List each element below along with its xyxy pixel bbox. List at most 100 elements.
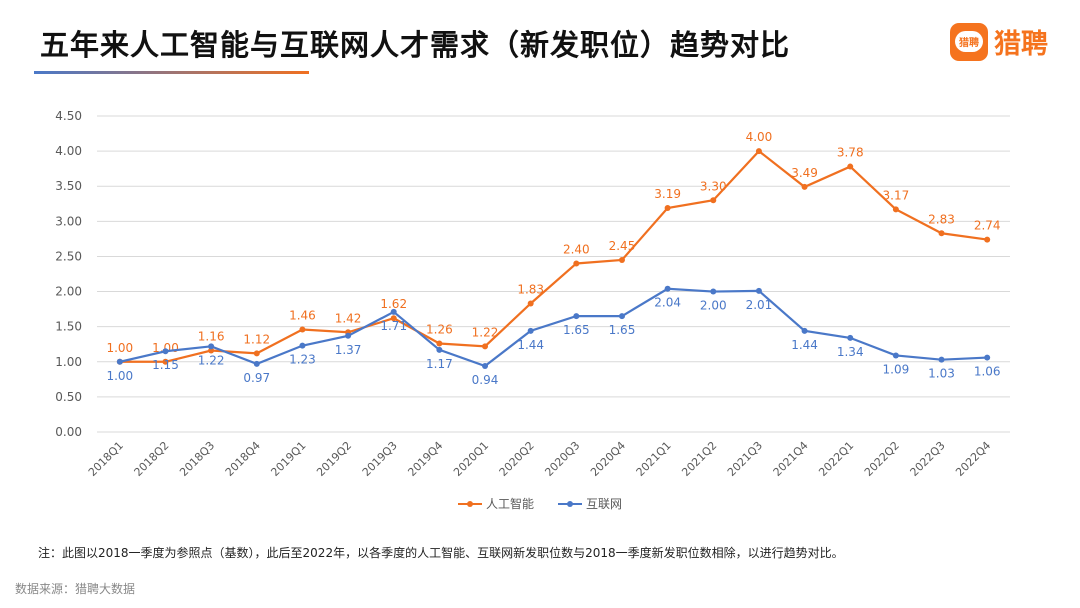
logo-icon: 猎聘 bbox=[950, 22, 988, 61]
x-tick-label: 2020Q4 bbox=[588, 439, 628, 479]
data-source: 数据来源：猎聘大数据 bbox=[15, 582, 136, 596]
y-tick-label: 0.00 bbox=[55, 425, 82, 439]
x-tick-label: 2021Q1 bbox=[634, 439, 674, 479]
x-tick-label: 2019Q3 bbox=[360, 439, 400, 479]
data-point bbox=[710, 197, 717, 204]
data-label: 3.17 bbox=[883, 188, 910, 202]
y-tick-label: 3.50 bbox=[55, 179, 82, 193]
chart-note: 注：此图以2018一季度为参照点（基数），此后至2022年，以各季度的人工智能、… bbox=[38, 546, 844, 560]
x-tick-label: 2022Q3 bbox=[908, 439, 948, 479]
data-label: 1.65 bbox=[609, 323, 636, 337]
data-label: 3.78 bbox=[837, 146, 864, 160]
data-point bbox=[162, 348, 169, 355]
data-point bbox=[436, 346, 443, 353]
data-point bbox=[573, 313, 580, 320]
data-label: 1.23 bbox=[289, 353, 316, 367]
data-label: 1.15 bbox=[152, 358, 179, 372]
data-label: 1.44 bbox=[791, 338, 818, 352]
data-point bbox=[482, 343, 489, 350]
x-tick-label: 2020Q1 bbox=[451, 439, 491, 479]
data-point bbox=[162, 358, 169, 365]
data-point bbox=[299, 342, 306, 349]
x-tick-label: 2021Q3 bbox=[725, 439, 765, 479]
y-tick-label: 0.50 bbox=[55, 390, 82, 404]
data-label: 1.44 bbox=[517, 338, 544, 352]
data-label: 1.22 bbox=[472, 325, 499, 339]
title-underline bbox=[34, 71, 309, 74]
y-tick-label: 2.00 bbox=[55, 285, 82, 299]
x-tick-label: 2020Q3 bbox=[542, 439, 582, 479]
data-point bbox=[892, 352, 899, 359]
page-title: 五年来人工智能与互联网人才需求（新发职位）趋势对比 bbox=[40, 28, 791, 62]
legend-label: 互联网 bbox=[586, 497, 622, 511]
data-label: 1.12 bbox=[243, 332, 270, 346]
data-label: 1.03 bbox=[928, 367, 955, 381]
data-label: 1.46 bbox=[289, 308, 316, 322]
data-point bbox=[116, 358, 123, 365]
data-point bbox=[482, 362, 489, 369]
y-tick-label: 1.00 bbox=[55, 355, 82, 369]
data-point bbox=[618, 313, 625, 320]
legend-label: 人工智能 bbox=[486, 496, 534, 511]
data-point bbox=[390, 315, 397, 322]
legend-marker bbox=[567, 501, 573, 507]
data-label: 1.00 bbox=[106, 341, 133, 355]
data-label: 1.17 bbox=[426, 357, 453, 371]
x-tick-label: 2019Q2 bbox=[314, 439, 354, 479]
data-point bbox=[253, 350, 260, 357]
data-label: 1.09 bbox=[883, 362, 910, 376]
data-label: 4.00 bbox=[746, 130, 773, 144]
data-point bbox=[573, 260, 580, 267]
x-tick-label: 2022Q2 bbox=[862, 439, 902, 479]
data-point bbox=[208, 347, 215, 354]
x-tick-label: 2019Q4 bbox=[405, 439, 445, 479]
data-point bbox=[299, 326, 306, 333]
data-point bbox=[938, 356, 945, 363]
data-point bbox=[390, 308, 397, 315]
y-tick-label: 2.50 bbox=[55, 249, 82, 263]
x-tick-label: 2022Q1 bbox=[816, 439, 856, 479]
data-label: 3.49 bbox=[791, 166, 818, 180]
x-tick-label: 2020Q2 bbox=[497, 439, 537, 479]
data-label: 2.83 bbox=[928, 212, 955, 226]
data-label: 1.26 bbox=[426, 323, 453, 337]
data-point bbox=[938, 230, 945, 237]
legend-marker bbox=[467, 501, 473, 507]
data-label: 2.40 bbox=[563, 242, 590, 256]
y-tick-label: 4.50 bbox=[55, 109, 82, 123]
data-point bbox=[664, 285, 671, 292]
data-point bbox=[801, 183, 808, 190]
data-point bbox=[847, 334, 854, 341]
data-label: 1.65 bbox=[563, 323, 590, 337]
data-label: 1.62 bbox=[380, 297, 407, 311]
data-label: 1.22 bbox=[198, 353, 225, 367]
data-point bbox=[847, 163, 854, 170]
series-line-internet bbox=[119, 287, 988, 368]
data-label: 1.37 bbox=[335, 343, 362, 357]
data-label: 2.00 bbox=[700, 299, 727, 313]
series-line-ai bbox=[119, 149, 988, 363]
data-point bbox=[984, 236, 991, 243]
data-label: 0.97 bbox=[243, 371, 270, 385]
data-point bbox=[984, 354, 991, 361]
data-point bbox=[755, 148, 762, 155]
data-label: 1.83 bbox=[517, 282, 544, 296]
data-label: 1.16 bbox=[198, 330, 225, 344]
data-point bbox=[618, 256, 625, 263]
x-tick-label: 2018Q3 bbox=[177, 439, 217, 479]
x-tick-label: 2019Q1 bbox=[268, 439, 308, 479]
data-label: 0.94 bbox=[472, 373, 499, 387]
data-label: 1.00 bbox=[106, 369, 133, 383]
x-tick-label: 2021Q4 bbox=[771, 439, 811, 479]
data-point bbox=[345, 332, 352, 339]
data-point bbox=[710, 288, 717, 295]
data-label: 1.34 bbox=[837, 345, 864, 359]
x-tick-label: 2018Q4 bbox=[223, 439, 263, 479]
x-tick-label: 2022Q4 bbox=[953, 439, 993, 479]
liepin-logo: 猎聘 猎聘 bbox=[950, 22, 1048, 61]
y-tick-label: 1.50 bbox=[55, 320, 82, 334]
data-label: 3.30 bbox=[700, 179, 727, 193]
data-point bbox=[755, 287, 762, 294]
data-point bbox=[527, 300, 534, 307]
